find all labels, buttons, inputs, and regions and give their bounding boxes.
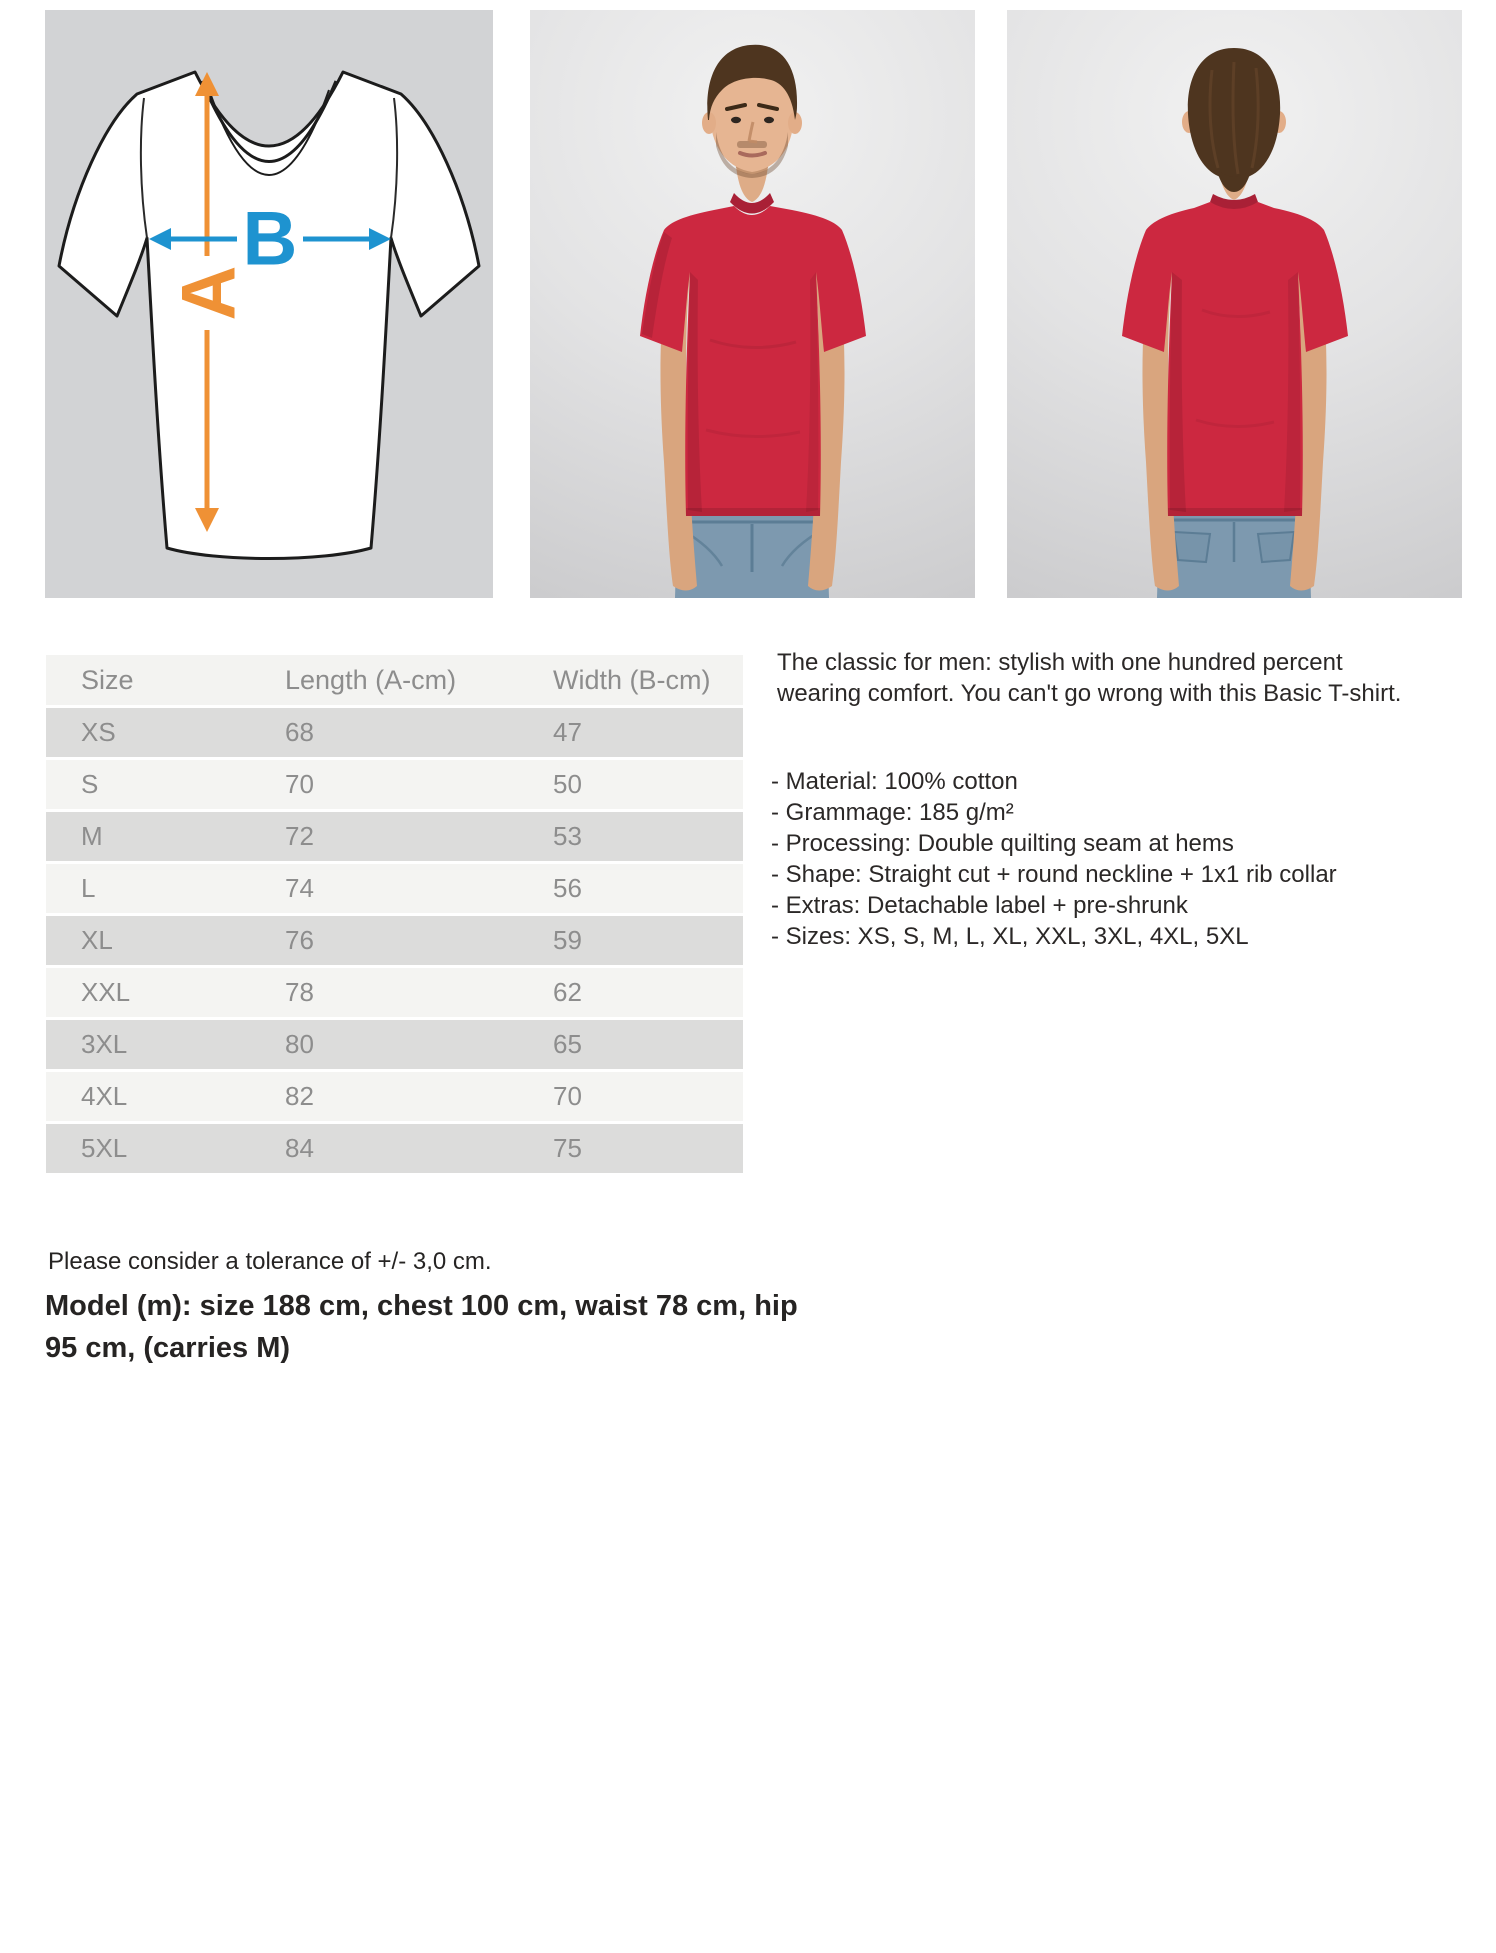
size-row-l: L 74 56 [46, 864, 743, 916]
collar-band [730, 193, 774, 214]
spec-sizes: - Sizes: XS, S, M, L, XL, XXL, 3XL, 4XL,… [771, 923, 1249, 950]
size-cell: M [46, 812, 285, 864]
size-cell: S [46, 760, 285, 812]
length-cell: 80 [285, 1020, 553, 1072]
length-cell: 76 [285, 916, 553, 968]
width-cell: 62 [553, 968, 743, 1020]
size-cell: XXL [46, 968, 285, 1020]
col-header-size: Size [46, 655, 285, 708]
product-description: The classic for men: stylish with one hu… [771, 647, 1477, 952]
width-cell: 70 [553, 1072, 743, 1124]
spec-list: - Material: 100% cotton - Grammage: 185 … [771, 766, 1477, 952]
width-cell: 59 [553, 916, 743, 968]
size-row-xxl: XXL 78 62 [46, 968, 743, 1020]
size-table-header-row: Size Length (A-cm) Width (B-cm) [46, 655, 743, 708]
size-diagram-panel: A B [45, 10, 493, 598]
spec-processing: - Processing: Double quilting seam at he… [771, 830, 1234, 857]
arrow-a [195, 72, 219, 532]
length-cell: 84 [285, 1124, 553, 1176]
head-back [1182, 48, 1286, 200]
size-row-3xl: 3XL 80 65 [46, 1020, 743, 1072]
tshirt-front [640, 193, 866, 516]
description-intro: The classic for men: stylish with one hu… [777, 649, 1402, 707]
model-measurements: Model (m): size 188 cm, chest 100 cm, wa… [45, 1290, 798, 1364]
size-cell: XL [46, 916, 285, 968]
model-back-illustration [1122, 48, 1348, 598]
spec-shape: - Shape: Straight cut + round neckline +… [771, 861, 1337, 888]
hair-front [707, 44, 798, 120]
col-header-length: Length (A-cm) [285, 655, 553, 708]
spec-material: - Material: 100% cotton [771, 768, 1018, 795]
size-row-4xl: 4XL 82 70 [46, 1072, 743, 1124]
label-a: A [167, 266, 252, 321]
size-cell: XS [46, 708, 285, 760]
length-cell: 82 [285, 1072, 553, 1124]
col-header-width: Width (B-cm) [553, 655, 743, 708]
jeans-back [1157, 496, 1311, 598]
length-cell: 68 [285, 708, 553, 760]
length-cell: 70 [285, 760, 553, 812]
size-table: Size Length (A-cm) Width (B-cm) XS 68 47 S… [46, 655, 743, 1176]
width-cell: 65 [553, 1020, 743, 1072]
tolerance-note: Please consider a tolerance of +/- 3,0 c… [48, 1248, 492, 1275]
model-front-photo [530, 10, 975, 598]
width-cell: 56 [553, 864, 743, 916]
width-cell: 53 [553, 812, 743, 864]
jeans-front [675, 496, 829, 598]
tshirt-measurement-diagram: A B [57, 70, 481, 560]
spec-grammage: - Grammage: 185 g/m² [771, 799, 1014, 826]
label-b: B [243, 197, 298, 282]
head-front [702, 44, 802, 202]
length-cell: 78 [285, 968, 553, 1020]
width-cell: 47 [553, 708, 743, 760]
size-row-s: S 70 50 [46, 760, 743, 812]
model-front-illustration [640, 44, 866, 598]
spec-extras: - Extras: Detachable label + pre-shrunk [771, 892, 1188, 919]
image-row: A B [45, 10, 1462, 598]
size-cell: L [46, 864, 285, 916]
size-row-xl: XL 76 59 [46, 916, 743, 968]
size-row-m: M 72 53 [46, 812, 743, 864]
size-cell: 5XL [46, 1124, 285, 1176]
length-cell: 72 [285, 812, 553, 864]
tshirt-back [1122, 194, 1348, 516]
model-back-photo [1007, 10, 1462, 598]
size-row-xs: XS 68 47 [46, 708, 743, 760]
footer-notes: Please consider a tolerance of +/- 3,0 c… [45, 1247, 805, 1369]
size-cell: 3XL [46, 1020, 285, 1072]
width-cell: 75 [553, 1124, 743, 1176]
size-cell: 4XL [46, 1072, 285, 1124]
width-cell: 50 [553, 760, 743, 812]
length-cell: 74 [285, 864, 553, 916]
size-row-5xl: 5XL 84 75 [46, 1124, 743, 1176]
collar-band-back [1210, 194, 1258, 209]
tshirt-outline [57, 70, 481, 560]
arrow-b [149, 228, 391, 250]
